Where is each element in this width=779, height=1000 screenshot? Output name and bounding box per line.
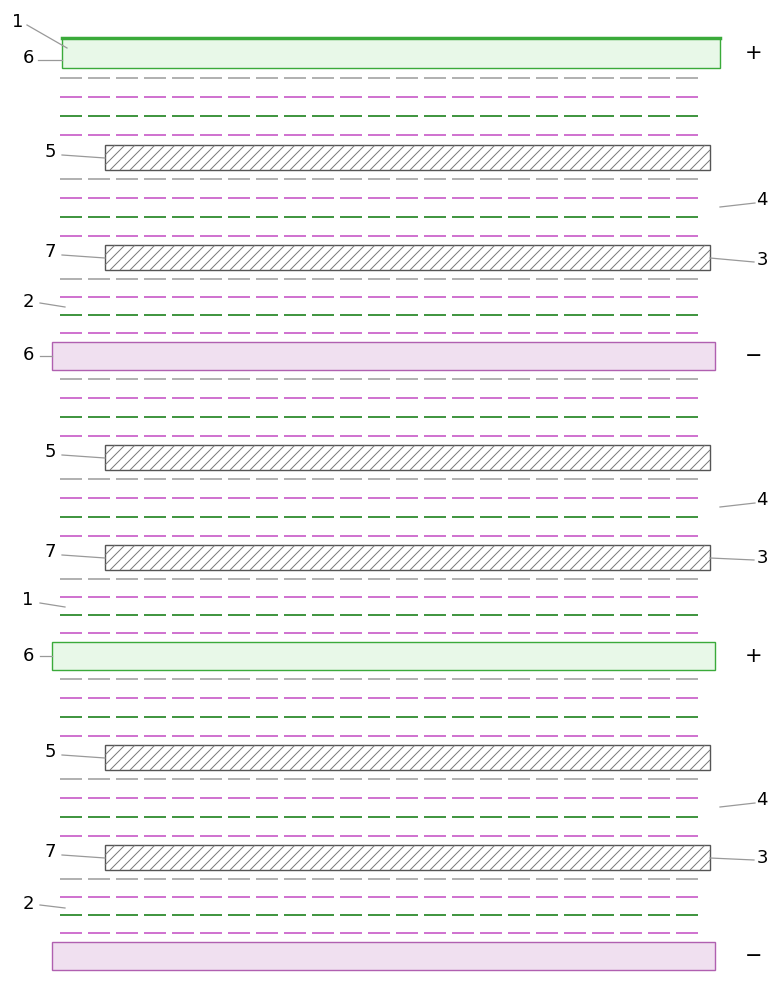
Text: 6: 6: [23, 49, 33, 67]
Bar: [52, 642, 715, 670]
Text: 2: 2: [23, 895, 33, 913]
Text: 1: 1: [12, 13, 23, 31]
Bar: [105, 445, 710, 470]
Text: +: +: [745, 646, 763, 666]
Text: 1: 1: [23, 591, 33, 609]
Bar: [52, 342, 715, 370]
Bar: [105, 845, 710, 870]
Bar: [62, 38, 720, 68]
Text: 5: 5: [44, 443, 56, 461]
Bar: [105, 245, 710, 270]
Text: 5: 5: [44, 143, 56, 161]
Text: +: +: [745, 43, 763, 63]
Text: −: −: [745, 946, 763, 966]
Text: 5: 5: [44, 743, 56, 761]
Text: 7: 7: [44, 243, 56, 261]
Text: 7: 7: [44, 843, 56, 861]
Text: 2: 2: [23, 293, 33, 311]
Text: 7: 7: [44, 543, 56, 561]
Bar: [52, 942, 715, 970]
Text: 4: 4: [756, 791, 768, 809]
Bar: [105, 745, 710, 770]
Text: 3: 3: [756, 251, 768, 269]
Text: 6: 6: [23, 346, 33, 364]
Text: 6: 6: [23, 647, 33, 665]
Bar: [105, 545, 710, 570]
Text: 4: 4: [756, 191, 768, 209]
Text: 4: 4: [756, 491, 768, 509]
Text: 3: 3: [756, 549, 768, 567]
Text: −: −: [745, 346, 763, 366]
Text: 3: 3: [756, 849, 768, 867]
Bar: [105, 145, 710, 170]
